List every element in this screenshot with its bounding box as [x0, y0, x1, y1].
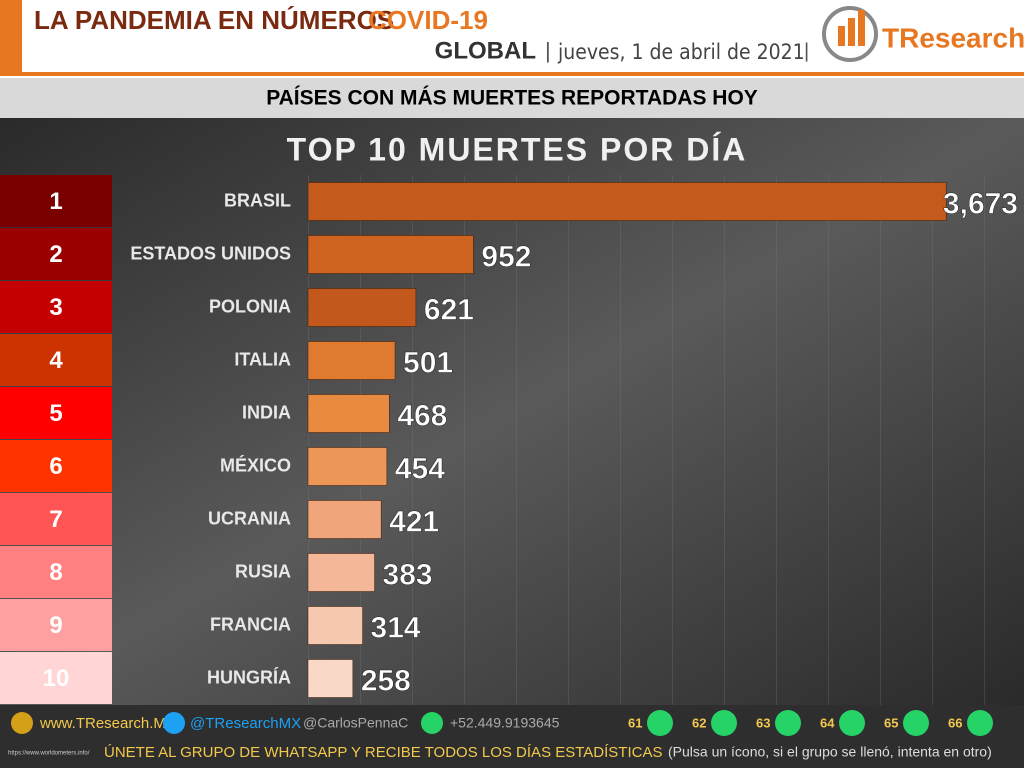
category-label: INDIA: [242, 402, 291, 422]
value-label: 454: [395, 452, 445, 485]
rank-box: [0, 281, 112, 333]
header-highlight: COVID-19: [368, 5, 488, 35]
logo-text: TResearch: [882, 22, 1024, 53]
footer-note: (Pulsa un ícono, si el grupo se llenó, i…: [668, 744, 992, 760]
bar: [307, 500, 382, 539]
footer-website[interactable]: www.TResearch.Mx: [39, 715, 174, 732]
bar: [307, 341, 396, 380]
rank-label: 10: [43, 665, 70, 692]
group-number[interactable]: 63: [756, 715, 770, 730]
rank-label: 8: [49, 559, 62, 586]
value-label: 383: [383, 558, 433, 591]
value-label: 501: [403, 346, 453, 379]
group-icon[interactable]: [839, 710, 865, 736]
rank-box: [0, 493, 112, 545]
rank-box: [0, 599, 112, 651]
footer-phone: +52.449.9193645: [450, 715, 560, 731]
rank-box: [0, 175, 112, 227]
rank-box: [0, 334, 112, 386]
value-label: 3,673: [943, 187, 1018, 220]
rank-box: [0, 387, 112, 439]
bar: [307, 235, 474, 274]
rank-box: [0, 652, 112, 704]
banner: [0, 78, 1024, 118]
footer-source: https://www.worldometers.info/: [8, 751, 90, 757]
group-icon[interactable]: [775, 710, 801, 736]
twitter-icon: [163, 712, 185, 734]
value-label: 468: [397, 399, 447, 432]
bar: [307, 553, 375, 592]
bar: [307, 447, 388, 486]
group-icon[interactable]: [967, 710, 993, 736]
bar: [307, 606, 363, 645]
separator: |: [804, 40, 809, 62]
rank-box: [0, 228, 112, 280]
rank-label: 9: [49, 612, 62, 639]
group-number[interactable]: 65: [884, 715, 898, 730]
rank-label: 7: [49, 506, 62, 533]
group-number[interactable]: 61: [628, 715, 642, 730]
value-label: 621: [424, 293, 474, 326]
category-label: HUNGRÍA: [207, 666, 291, 687]
banner-text: PAÍSES CON MÁS MUERTES REPORTADAS HOY: [266, 87, 758, 110]
group-icon[interactable]: [647, 710, 673, 736]
value-label: 952: [481, 240, 531, 273]
rank-label: 4: [49, 347, 63, 374]
rank-box: [0, 546, 112, 598]
rank-label: 5: [49, 400, 62, 427]
rank-box: [0, 440, 112, 492]
bar: [307, 394, 390, 433]
category-label: ESTADOS UNIDOS: [130, 243, 291, 263]
footer-twitter[interactable]: @TResearchMX: [190, 715, 301, 732]
header-date: jueves, 1 de abril de 2021: [557, 40, 805, 64]
logo-bar: [838, 26, 845, 46]
category-label: ITALIA: [234, 349, 291, 369]
value-label: 258: [361, 664, 411, 697]
logo-bar: [858, 10, 865, 46]
value-label: 314: [371, 611, 421, 644]
logo-ring: [822, 6, 878, 62]
group-number[interactable]: 62: [692, 715, 706, 730]
rank-label: 1: [49, 188, 62, 215]
rank-label: 6: [49, 453, 62, 480]
bar: [307, 659, 354, 698]
category-label: UCRANIA: [208, 508, 291, 528]
header-rule: [0, 72, 1024, 76]
group-number[interactable]: 66: [948, 715, 962, 730]
category-label: BRASIL: [224, 190, 291, 210]
footer-personal: @CarlosPennaC: [303, 715, 408, 731]
header-scope: GLOBAL: [435, 37, 536, 64]
rank-label: 3: [49, 294, 62, 321]
separator: |: [545, 38, 551, 63]
footer-cta: ÚNETE AL GRUPO DE WHATSAPP Y RECIBE TODO…: [104, 744, 662, 761]
group-icon[interactable]: [903, 710, 929, 736]
group-icon[interactable]: [711, 710, 737, 736]
group-number[interactable]: 64: [820, 715, 835, 730]
bar: [307, 182, 947, 221]
whatsapp-icon: [421, 712, 443, 734]
chart-title: TOP 10 MUERTES POR DÍA: [287, 131, 748, 167]
value-label: 421: [389, 505, 439, 538]
category-label: RUSIA: [235, 561, 291, 581]
rank-label: 2: [49, 241, 62, 268]
category-label: FRANCIA: [210, 614, 291, 634]
bar: [307, 288, 417, 327]
globe-icon: [11, 712, 33, 734]
category-label: MÉXICO: [220, 454, 291, 475]
logo-bar: [848, 18, 855, 46]
header-title: LA PANDEMIA EN NÚMEROS: [34, 5, 394, 35]
header-accent: [0, 0, 22, 72]
category-label: POLONIA: [209, 296, 291, 316]
